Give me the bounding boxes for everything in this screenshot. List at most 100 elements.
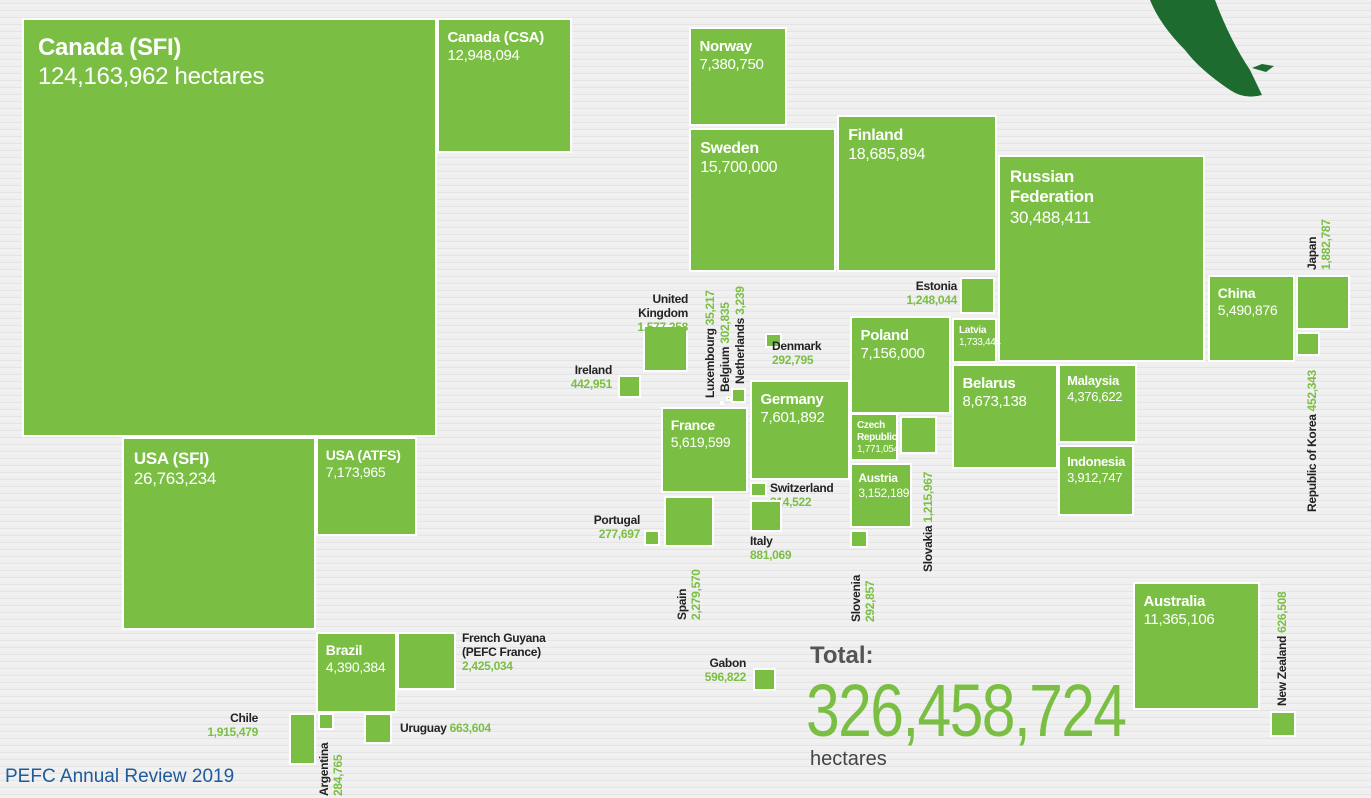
- country-value: 2,279,570: [688, 569, 703, 620]
- country-value: 1,915,479: [207, 724, 258, 739]
- footer: PEFC Annual Review 2019: [5, 766, 235, 787]
- square-label: Canada (SFI) 124,163,962 hectares: [38, 34, 264, 92]
- country-value: 292,795: [772, 352, 814, 367]
- country-name: Ireland: [574, 363, 613, 377]
- country-name: United Kingdom: [638, 292, 688, 320]
- area-square: [1133, 582, 1260, 710]
- area-square: [720, 401, 724, 405]
- square-label: Finland 18,685,894: [848, 126, 925, 164]
- country-name: Argentina: [317, 742, 331, 796]
- country-value: 1,733,444: [959, 337, 1001, 348]
- square-label: USA (SFI) 26,763,234: [134, 449, 216, 490]
- area-square: [22, 18, 437, 437]
- country-value: 4,376,622: [1067, 388, 1123, 404]
- country-name: Latvia: [959, 325, 987, 336]
- outside-label: Chile 1,915,479: [207, 711, 258, 740]
- outside-label: New Zealand 626,508: [1275, 592, 1290, 706]
- country-value: 2,425,034: [462, 658, 513, 673]
- area-square: [122, 437, 316, 630]
- area-square: [850, 316, 951, 414]
- area-square: [837, 115, 997, 272]
- country-name: Portugal: [593, 513, 641, 527]
- country-value: 8,673,138: [962, 392, 1027, 410]
- outside-label: Netherlands 3,239: [733, 286, 748, 384]
- country-name: Netherlands: [733, 317, 747, 384]
- square-label: USA (ATFS) 7,173,965: [326, 447, 401, 481]
- area-square: [1296, 275, 1350, 330]
- country-name: Republic of Korea: [1305, 414, 1319, 512]
- country-value: 452,343: [1305, 370, 1319, 412]
- country-value: 1,771,054: [857, 444, 899, 455]
- country-name: Russian Federation: [1009, 166, 1094, 207]
- area-square: [731, 388, 746, 403]
- square-label: Czech Republic 1,771,054: [857, 420, 901, 456]
- area-square: [316, 632, 397, 713]
- square-label: Norway 7,380,750: [700, 38, 764, 74]
- country-name: Slovakia: [921, 525, 935, 572]
- total-label: Total:: [810, 642, 874, 669]
- square-label: Latvia 1,733,444: [959, 325, 1001, 349]
- outside-label: Gabon 596,822: [704, 656, 747, 685]
- area-square: [850, 463, 912, 528]
- area-square: [316, 437, 417, 536]
- outside-label: Slovakia 1,215,967: [921, 472, 936, 572]
- country-name: Germany: [760, 390, 824, 408]
- area-square: [765, 333, 782, 348]
- outside-label: French Guyana (PEFC France) 2,425,034: [462, 631, 572, 673]
- outside-label: Belgium 302,835: [718, 302, 733, 392]
- country-name: Norway: [699, 37, 753, 55]
- country-name: Slovenia: [849, 575, 863, 622]
- outside-label: Spain 2,279,570: [675, 569, 704, 620]
- area-square: [750, 380, 850, 480]
- area-square: [661, 407, 748, 493]
- country-value: 1,882,787: [1318, 219, 1333, 270]
- country-value: 1,248,044: [906, 292, 957, 307]
- country-name: Australia: [1143, 592, 1206, 610]
- area-square: [726, 396, 731, 401]
- square-label: Austria 3,152,189: [858, 471, 910, 500]
- country-name: Poland: [860, 326, 910, 344]
- outside-label: Luxembourg 35,217: [703, 290, 718, 398]
- country-value: 881,069: [750, 547, 792, 562]
- square-label: Poland 7,156,000: [861, 327, 925, 363]
- country-name: Italy: [750, 534, 773, 548]
- square-label: Belarus 8,673,138: [963, 375, 1027, 411]
- area-square: [900, 416, 937, 454]
- country-name: Estonia: [915, 279, 958, 293]
- country-value: 7,601,892: [760, 408, 825, 426]
- area-square: [289, 713, 316, 765]
- area-square: [397, 632, 456, 690]
- map-piece: [1252, 64, 1274, 72]
- country-value: 18,685,894: [848, 146, 926, 164]
- country-value: 7,173,965: [325, 463, 386, 480]
- outside-label: Uruguay 663,604: [400, 721, 491, 736]
- country-name: USA (SFI): [133, 448, 209, 468]
- square-label: China 5,490,876: [1218, 285, 1278, 319]
- square-label: Brazil 4,390,384: [326, 642, 386, 676]
- country-value: 442,951: [570, 376, 613, 391]
- country-name: Czech Republic: [857, 420, 897, 443]
- square-label: Indonesia 3,912,747: [1067, 454, 1125, 485]
- area-square: [689, 27, 787, 126]
- outside-label: Portugal 277,697: [593, 513, 641, 542]
- country-value: 3,152,189: [858, 485, 910, 500]
- country-name: Gabon: [709, 656, 747, 670]
- country-name: Belarus: [962, 374, 1016, 392]
- country-name: Brazil: [325, 641, 363, 658]
- country-name: Sweden: [700, 140, 759, 158]
- map-piece: [1150, 0, 1262, 97]
- area-square: [850, 413, 898, 461]
- country-value: 596,822: [704, 669, 747, 684]
- country-value: 26,763,234: [133, 469, 216, 489]
- country-name: China: [1217, 284, 1256, 301]
- area-square: [1296, 332, 1320, 356]
- country-name: Austria: [858, 471, 898, 486]
- country-value: 15,700,000: [700, 159, 778, 177]
- country-name: New Zealand: [1275, 635, 1289, 706]
- outside-label: Italy 881,069: [750, 534, 792, 563]
- area-square: [689, 128, 836, 272]
- country-name: Malaysia: [1067, 373, 1119, 389]
- area-square: [750, 482, 767, 497]
- country-value: 124,163,962 hectares: [38, 62, 265, 90]
